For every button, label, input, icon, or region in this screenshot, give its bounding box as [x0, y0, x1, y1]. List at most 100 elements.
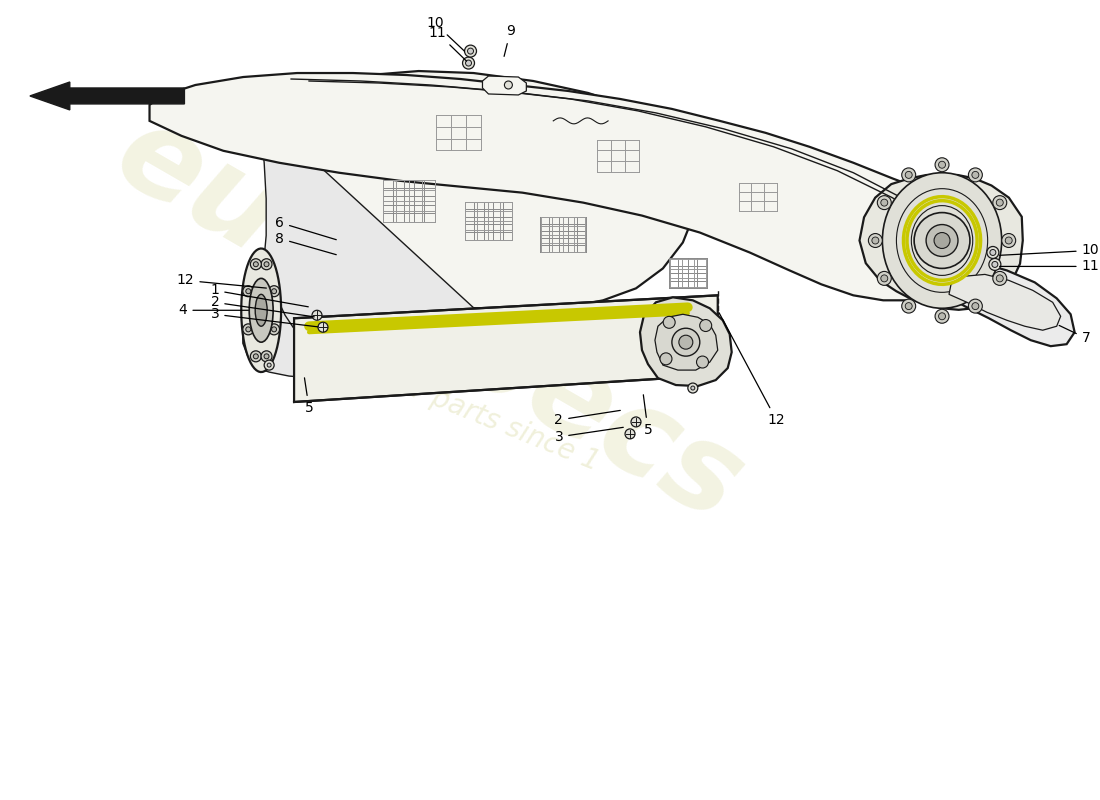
Circle shape: [464, 45, 476, 57]
Circle shape: [245, 327, 251, 332]
Circle shape: [878, 271, 891, 286]
Text: 2: 2: [210, 295, 315, 317]
Circle shape: [688, 383, 697, 393]
Text: 9: 9: [504, 24, 515, 56]
Circle shape: [312, 310, 322, 320]
Circle shape: [990, 250, 996, 255]
Polygon shape: [150, 73, 979, 300]
Ellipse shape: [882, 173, 1002, 308]
Circle shape: [902, 299, 915, 313]
Circle shape: [251, 258, 262, 270]
Circle shape: [631, 417, 641, 427]
Circle shape: [505, 81, 513, 89]
Circle shape: [462, 57, 474, 69]
Circle shape: [993, 196, 1007, 210]
Circle shape: [878, 196, 891, 210]
Circle shape: [261, 351, 272, 362]
Circle shape: [696, 356, 708, 368]
Ellipse shape: [255, 294, 267, 326]
Circle shape: [868, 234, 882, 247]
Circle shape: [992, 262, 998, 267]
Circle shape: [905, 302, 912, 310]
Text: 8: 8: [275, 231, 337, 254]
Circle shape: [318, 322, 328, 332]
Circle shape: [997, 275, 1003, 282]
Text: 12: 12: [177, 274, 266, 288]
Circle shape: [272, 327, 276, 332]
Text: 11: 11: [1000, 259, 1099, 274]
Circle shape: [993, 271, 1007, 286]
Polygon shape: [243, 71, 697, 378]
Text: eurospecs: eurospecs: [96, 94, 762, 546]
Circle shape: [700, 319, 712, 331]
Circle shape: [1005, 237, 1012, 244]
Circle shape: [872, 237, 879, 244]
Ellipse shape: [914, 213, 970, 269]
Circle shape: [691, 386, 695, 390]
Text: 7: 7: [1059, 326, 1090, 345]
Circle shape: [989, 258, 1001, 270]
Circle shape: [272, 289, 276, 294]
Text: 11: 11: [429, 26, 466, 61]
Text: 2: 2: [554, 410, 620, 427]
Circle shape: [245, 289, 251, 294]
Circle shape: [968, 299, 982, 313]
Text: 10: 10: [426, 16, 464, 51]
Text: 3: 3: [554, 427, 624, 444]
Text: 4: 4: [178, 303, 249, 318]
Circle shape: [972, 171, 979, 178]
Circle shape: [663, 316, 675, 328]
Text: a passion for parts since 1: a passion for parts since 1: [253, 314, 604, 477]
Circle shape: [997, 199, 1003, 206]
Circle shape: [972, 302, 979, 310]
Polygon shape: [640, 298, 732, 386]
Circle shape: [267, 363, 271, 367]
Circle shape: [938, 313, 946, 320]
Circle shape: [625, 429, 635, 439]
Text: 3: 3: [210, 307, 318, 327]
Ellipse shape: [926, 225, 958, 257]
Polygon shape: [483, 76, 526, 95]
Polygon shape: [949, 274, 1060, 330]
Circle shape: [902, 168, 915, 182]
FancyArrow shape: [30, 82, 185, 110]
Circle shape: [881, 199, 888, 206]
Polygon shape: [931, 262, 1075, 346]
Text: 12: 12: [719, 313, 785, 427]
Circle shape: [253, 354, 258, 359]
Text: 1: 1: [210, 283, 308, 307]
Polygon shape: [859, 174, 1023, 310]
Ellipse shape: [672, 328, 700, 356]
Circle shape: [905, 171, 912, 178]
Circle shape: [253, 262, 258, 266]
Circle shape: [251, 351, 262, 362]
Text: 5: 5: [644, 394, 652, 437]
Circle shape: [1002, 234, 1015, 247]
Text: 10: 10: [1000, 243, 1099, 258]
Circle shape: [660, 353, 672, 365]
Circle shape: [935, 158, 949, 172]
Circle shape: [264, 360, 274, 370]
Polygon shape: [294, 295, 717, 402]
Circle shape: [881, 275, 888, 282]
Circle shape: [968, 168, 982, 182]
Polygon shape: [248, 109, 478, 379]
Circle shape: [938, 162, 946, 168]
Text: 6: 6: [275, 215, 337, 240]
Circle shape: [268, 324, 279, 335]
Circle shape: [243, 324, 254, 335]
Circle shape: [268, 286, 279, 297]
Circle shape: [987, 246, 999, 258]
Polygon shape: [241, 249, 282, 372]
Circle shape: [261, 258, 272, 270]
Circle shape: [243, 286, 254, 297]
Circle shape: [465, 60, 472, 66]
Polygon shape: [654, 314, 717, 370]
Ellipse shape: [934, 233, 950, 249]
Ellipse shape: [679, 335, 693, 349]
Text: 5: 5: [305, 378, 314, 415]
Circle shape: [264, 354, 270, 359]
Circle shape: [468, 48, 473, 54]
Circle shape: [264, 262, 270, 266]
Ellipse shape: [250, 278, 273, 342]
